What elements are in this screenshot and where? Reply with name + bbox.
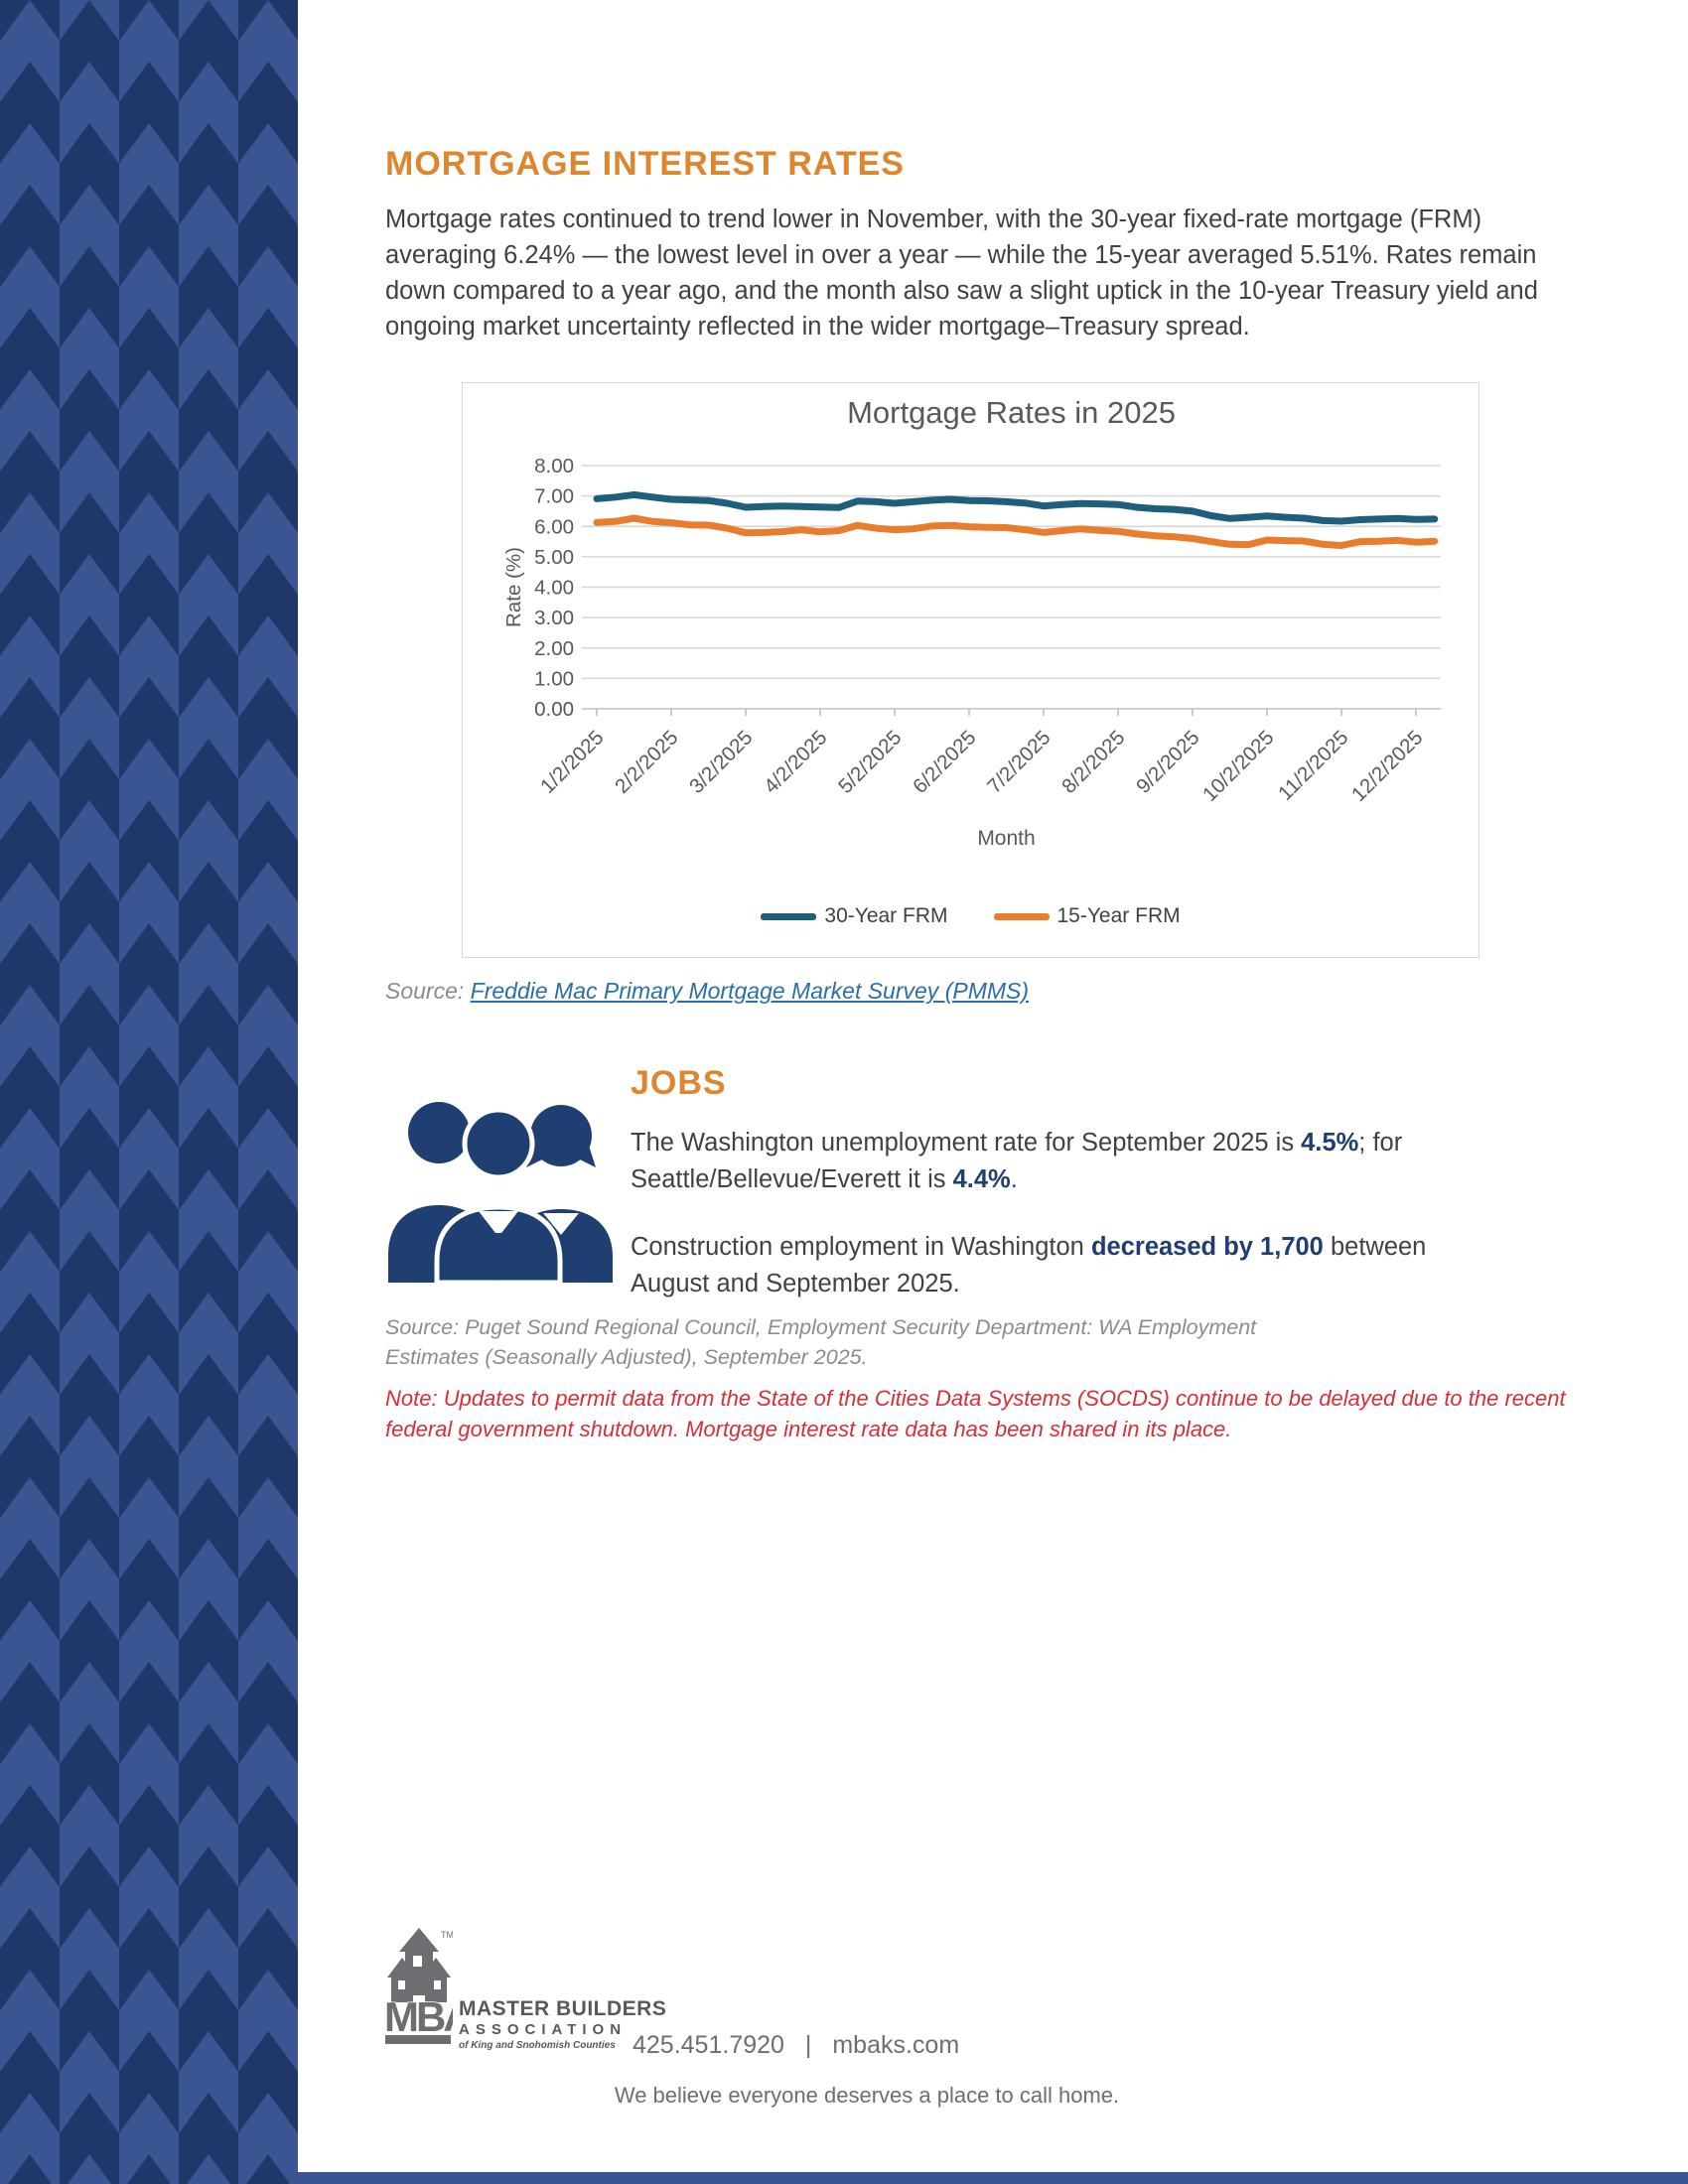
svg-text:8/2/2025: 8/2/2025 [1057,726,1130,798]
pmms-source-link[interactable]: Freddie Mac Primary Mortgage Market Surv… [470,978,1030,1004]
svg-text:2/2/2025: 2/2/2025 [611,726,683,798]
jobs-unemployment-paragraph: The Washington unemployment rate for Sep… [631,1129,1403,1193]
footer-website-link[interactable]: mbaks.com [832,2031,960,2059]
svg-text:4.00: 4.00 [534,577,574,600]
svg-text:2.00: 2.00 [534,637,574,660]
source-label: Source: [385,978,465,1004]
svg-text:TM: TM [441,1930,453,1940]
footer-phone: 425.451.7920 [633,2031,784,2059]
logo-line-counties: of King and Snohomish Counties [459,2040,616,2051]
logo-line-master-builders: MASTER BUILDERS [459,1997,667,2020]
footer-separator: | [804,2031,812,2059]
svg-text:1.00: 1.00 [534,667,574,690]
mortgage-rates-chart: Mortgage Rates in 2025 Rate (%) Month 8.00 7… [462,382,1479,958]
permit-data-note: Note: Updates to permit data from the St… [385,1386,1566,1441]
svg-text:Rate (%): Rate (%) [502,547,525,627]
mortgage-intro-paragraph: Mortgage rates continued to trend lower … [385,205,1538,341]
chart-source-line: Source: Freddie Mac Primary Mortgage Mar… [385,978,1029,1005]
footer-contact: 425.451.7920 | mbaks.com [633,2031,959,2060]
chart-legend: 30-Year FRM 15-Year FRM [463,904,1478,928]
svg-text:7/2/2025: 7/2/2025 [983,726,1055,798]
jobs-people-icon [388,1102,613,1283]
mortgage-section-heading: MORTGAGE INTEREST RATES [385,145,905,183]
legend-line-swatch [761,912,817,920]
svg-text:3/2/2025: 3/2/2025 [685,726,758,798]
svg-text:7.00: 7.00 [534,485,574,508]
svg-text:11/2/2025: 11/2/2025 [1274,726,1353,805]
legend-item-15-year-frm: 15-Year FRM [993,904,1181,928]
svg-text:8.00: 8.00 [534,455,574,478]
svg-text:Mortgage Rates in 2025: Mortgage Rates in 2025 [847,395,1176,430]
legend-label: 30-Year FRM [824,904,948,927]
jobs-construction-paragraph: Construction employment in Washington de… [631,1233,1427,1297]
svg-text:3.00: 3.00 [534,607,574,629]
svg-text:5/2/2025: 5/2/2025 [834,726,907,798]
svg-text:9/2/2025: 9/2/2025 [1132,726,1204,798]
legend-label: 15-Year FRM [1056,904,1181,927]
svg-text:MBA: MBA [385,1993,453,2040]
svg-text:5.00: 5.00 [534,546,574,569]
jobs-section-heading: JOBS [631,1064,727,1102]
bottom-accent-bar [298,2172,1688,2184]
logo-line-association: ASSOCIATION [459,2021,628,2038]
mortgage-rates-chart-plot: Mortgage Rates in 2025 Rate (%) Month 8.00 7… [502,395,1441,850]
svg-text:6/2/2025: 6/2/2025 [909,726,981,798]
chevron-sidebar-pattern [0,0,298,2184]
svg-text:1/2/2025: 1/2/2025 [536,726,609,798]
footer-tagline: We believe everyone deserves a place to … [614,2083,1120,2108]
svg-text:0.00: 0.00 [534,698,574,721]
mba-logo-text: MASTER BUILDERS ASSOCIATION of King and … [459,1997,666,2052]
jobs-source-line: Source: Puget Sound Regional Council, Em… [385,1315,1257,1369]
legend-line-swatch [993,912,1050,920]
svg-text:4/2/2025: 4/2/2025 [760,726,832,798]
mba-logo-icon: TM MBA [385,1928,453,2044]
svg-text:10/2/2025: 10/2/2025 [1198,726,1279,806]
svg-text:6.00: 6.00 [534,515,574,538]
svg-text:Month: Month [977,827,1035,850]
legend-item-30-year-frm: 30-Year FRM [761,904,948,928]
svg-text:12/2/2025: 12/2/2025 [1347,726,1428,806]
